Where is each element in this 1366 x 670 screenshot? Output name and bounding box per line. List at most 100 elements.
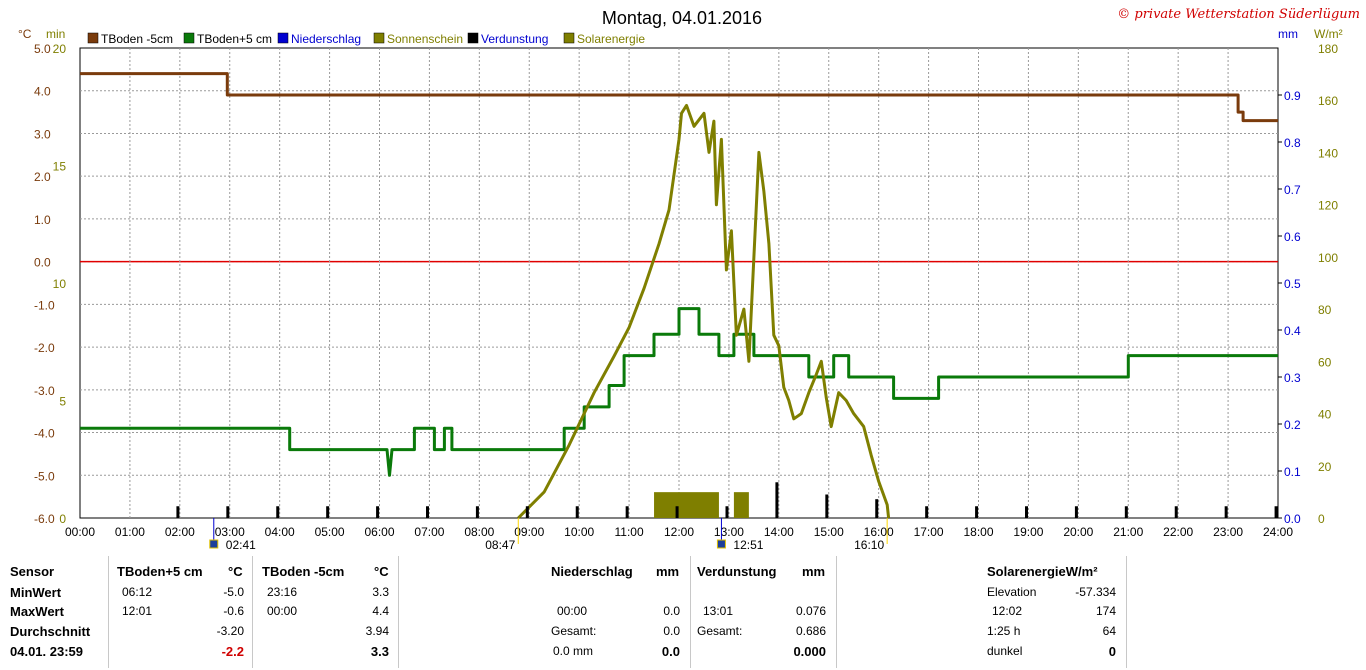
- max-nied-value: 0.0: [663, 604, 680, 618]
- y-tick-c: 4.0: [34, 85, 51, 99]
- x-tick-label: 19:00: [1013, 525, 1043, 539]
- y-tick-mm: 0.4: [1284, 324, 1301, 338]
- x-tick-label: 08:00: [464, 525, 494, 539]
- header-tboden-p5: TBoden+5 cm: [117, 564, 203, 579]
- header-niederschlag-unit: mm: [656, 564, 680, 579]
- verdunstung-bar: [625, 506, 629, 518]
- y-tick-c: -4.0: [34, 427, 55, 441]
- legend-label: TBoden+5 cm: [197, 32, 272, 46]
- avg-tb5-value: -3.20: [216, 624, 244, 638]
- sonnenschein-bar: [733, 492, 749, 518]
- y-tick-c: 1.0: [34, 213, 51, 227]
- chart-series: [80, 72, 1278, 520]
- verdunstung-bar: [1224, 506, 1228, 518]
- y-tick-mm: 0.6: [1284, 230, 1301, 244]
- x-tick-label: 05:00: [315, 525, 345, 539]
- y-tick-wm2: 20: [1318, 460, 1332, 474]
- x-tick-label: 12:00: [664, 525, 694, 539]
- x-tick-label: 02:00: [165, 525, 195, 539]
- min-tb5-value: -5.0: [223, 585, 244, 599]
- avg-nied-label: Gesamt:: [551, 624, 597, 638]
- y-tick-c: 0.0: [34, 256, 51, 270]
- legend-swatch: [87, 32, 99, 44]
- max-tb5-time: 12:01: [122, 604, 153, 618]
- x-tick-label: 14:00: [764, 525, 794, 539]
- series-line: [517, 103, 891, 520]
- y-tick-min: 15: [53, 160, 67, 174]
- axis-label-wm2: W/m²: [1314, 27, 1343, 41]
- header-sensor: Sensor: [10, 564, 55, 579]
- legend-swatch: [467, 32, 479, 44]
- verdunstung-bar: [376, 506, 380, 518]
- axis-label-mm: mm: [1278, 27, 1298, 41]
- legend-swatch: [277, 32, 289, 44]
- series-line: [80, 72, 1278, 123]
- x-tick-label: 00:00: [65, 525, 95, 539]
- verdunstung-bar: [675, 506, 679, 518]
- y-tick-mm: 0.1: [1284, 465, 1301, 479]
- time-marker-label: 08:47: [485, 538, 515, 552]
- current-tbm5-value: 3.3: [370, 644, 389, 659]
- x-tick-label: 24:00: [1263, 525, 1293, 539]
- header-solarenergie: SolarenergieW/m²: [987, 564, 1098, 579]
- y-tick-c: -3.0: [34, 384, 55, 398]
- verdunstung-bar: [1274, 506, 1278, 518]
- current-verd-value: 0.000: [793, 644, 826, 659]
- min-tbm5-time: 23:16: [267, 585, 298, 599]
- plot-area: [79, 47, 1279, 519]
- y-tick-mm: 0.3: [1284, 371, 1301, 385]
- divider: [108, 556, 109, 668]
- legend-swatch: [183, 32, 195, 44]
- verdunstung-bar: [525, 506, 529, 518]
- y-tick-wm2: 40: [1318, 408, 1332, 422]
- y-tick-min: 20: [53, 42, 67, 56]
- y-tick-wm2: 180: [1318, 42, 1338, 56]
- y-tick-min: 5: [59, 395, 66, 409]
- divider: [398, 556, 399, 668]
- min-solar-label: Elevation: [987, 585, 1037, 599]
- avg-solar-time: 1:25 h: [987, 624, 1021, 638]
- verdunstung-bar: [575, 506, 579, 518]
- min-tbm5-value: 3.3: [372, 585, 389, 599]
- current-nied-value: 0.0: [661, 644, 680, 659]
- max-tbm5-value: 4.4: [372, 604, 389, 618]
- chart-axes: -6.0 -5.0 -4.0 -3.0 -2.0 -1.0 0.0 1.0 2.0 3.0 4.0 5…: [18, 27, 1343, 552]
- y-tick-c: -2.0: [34, 341, 55, 355]
- x-tick-label: 20:00: [1063, 525, 1093, 539]
- verdunstung-bar: [875, 499, 879, 518]
- row-label-avg: Durchschnitt: [10, 624, 91, 639]
- row-label-max: MaxWert: [10, 604, 64, 619]
- header-verdunstung-unit: mm: [802, 564, 826, 579]
- divider: [252, 556, 253, 668]
- x-tick-label: 21:00: [1113, 525, 1143, 539]
- y-tick-wm2: 80: [1318, 303, 1332, 317]
- max-solar-value: 174: [1095, 604, 1116, 618]
- y-tick-wm2: 0: [1318, 512, 1325, 526]
- legend-label: TBoden -5cm: [101, 32, 173, 46]
- verdunstung-bar: [1074, 506, 1078, 518]
- divider: [1126, 556, 1127, 668]
- header-tboden-m5-unit: °C: [374, 564, 389, 579]
- verdunstung-bar: [725, 506, 729, 518]
- y-tick-mm: 0.0: [1284, 512, 1301, 526]
- x-tick-label: 01:00: [115, 525, 145, 539]
- x-tick-label: 16:00: [864, 525, 894, 539]
- x-tick-label: 09:00: [514, 525, 544, 539]
- y-tick-mm: 0.8: [1284, 136, 1301, 150]
- legend-swatch: [563, 32, 575, 44]
- chart-title: Montag, 04.01.2016: [602, 8, 762, 28]
- y-tick-mm: 0.2: [1284, 418, 1301, 432]
- y-tick-min: 0: [59, 512, 66, 526]
- x-tick-label: 22:00: [1163, 525, 1193, 539]
- divider: [690, 556, 691, 668]
- max-tb5-value: -0.6: [223, 604, 244, 618]
- max-verd-value: 0.076: [795, 604, 826, 618]
- verdunstung-bar: [326, 506, 330, 518]
- sun-icon: [716, 539, 726, 549]
- current-solar-value: 0: [1108, 644, 1116, 659]
- max-verd-time: 13:01: [703, 604, 734, 618]
- y-tick-c: 5.0: [34, 42, 51, 56]
- verdunstung-bar: [975, 506, 979, 518]
- x-tick-label: 03:00: [215, 525, 245, 539]
- y-tick-min: 10: [53, 277, 67, 291]
